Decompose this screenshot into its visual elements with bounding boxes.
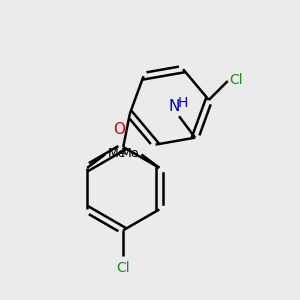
Text: Me: Me (107, 147, 126, 160)
Text: Me: Me (121, 147, 139, 160)
Text: H: H (178, 96, 188, 110)
Text: Cl: Cl (116, 261, 130, 275)
Text: O: O (113, 122, 125, 137)
Text: Cl: Cl (229, 73, 243, 86)
Text: N: N (168, 99, 179, 114)
